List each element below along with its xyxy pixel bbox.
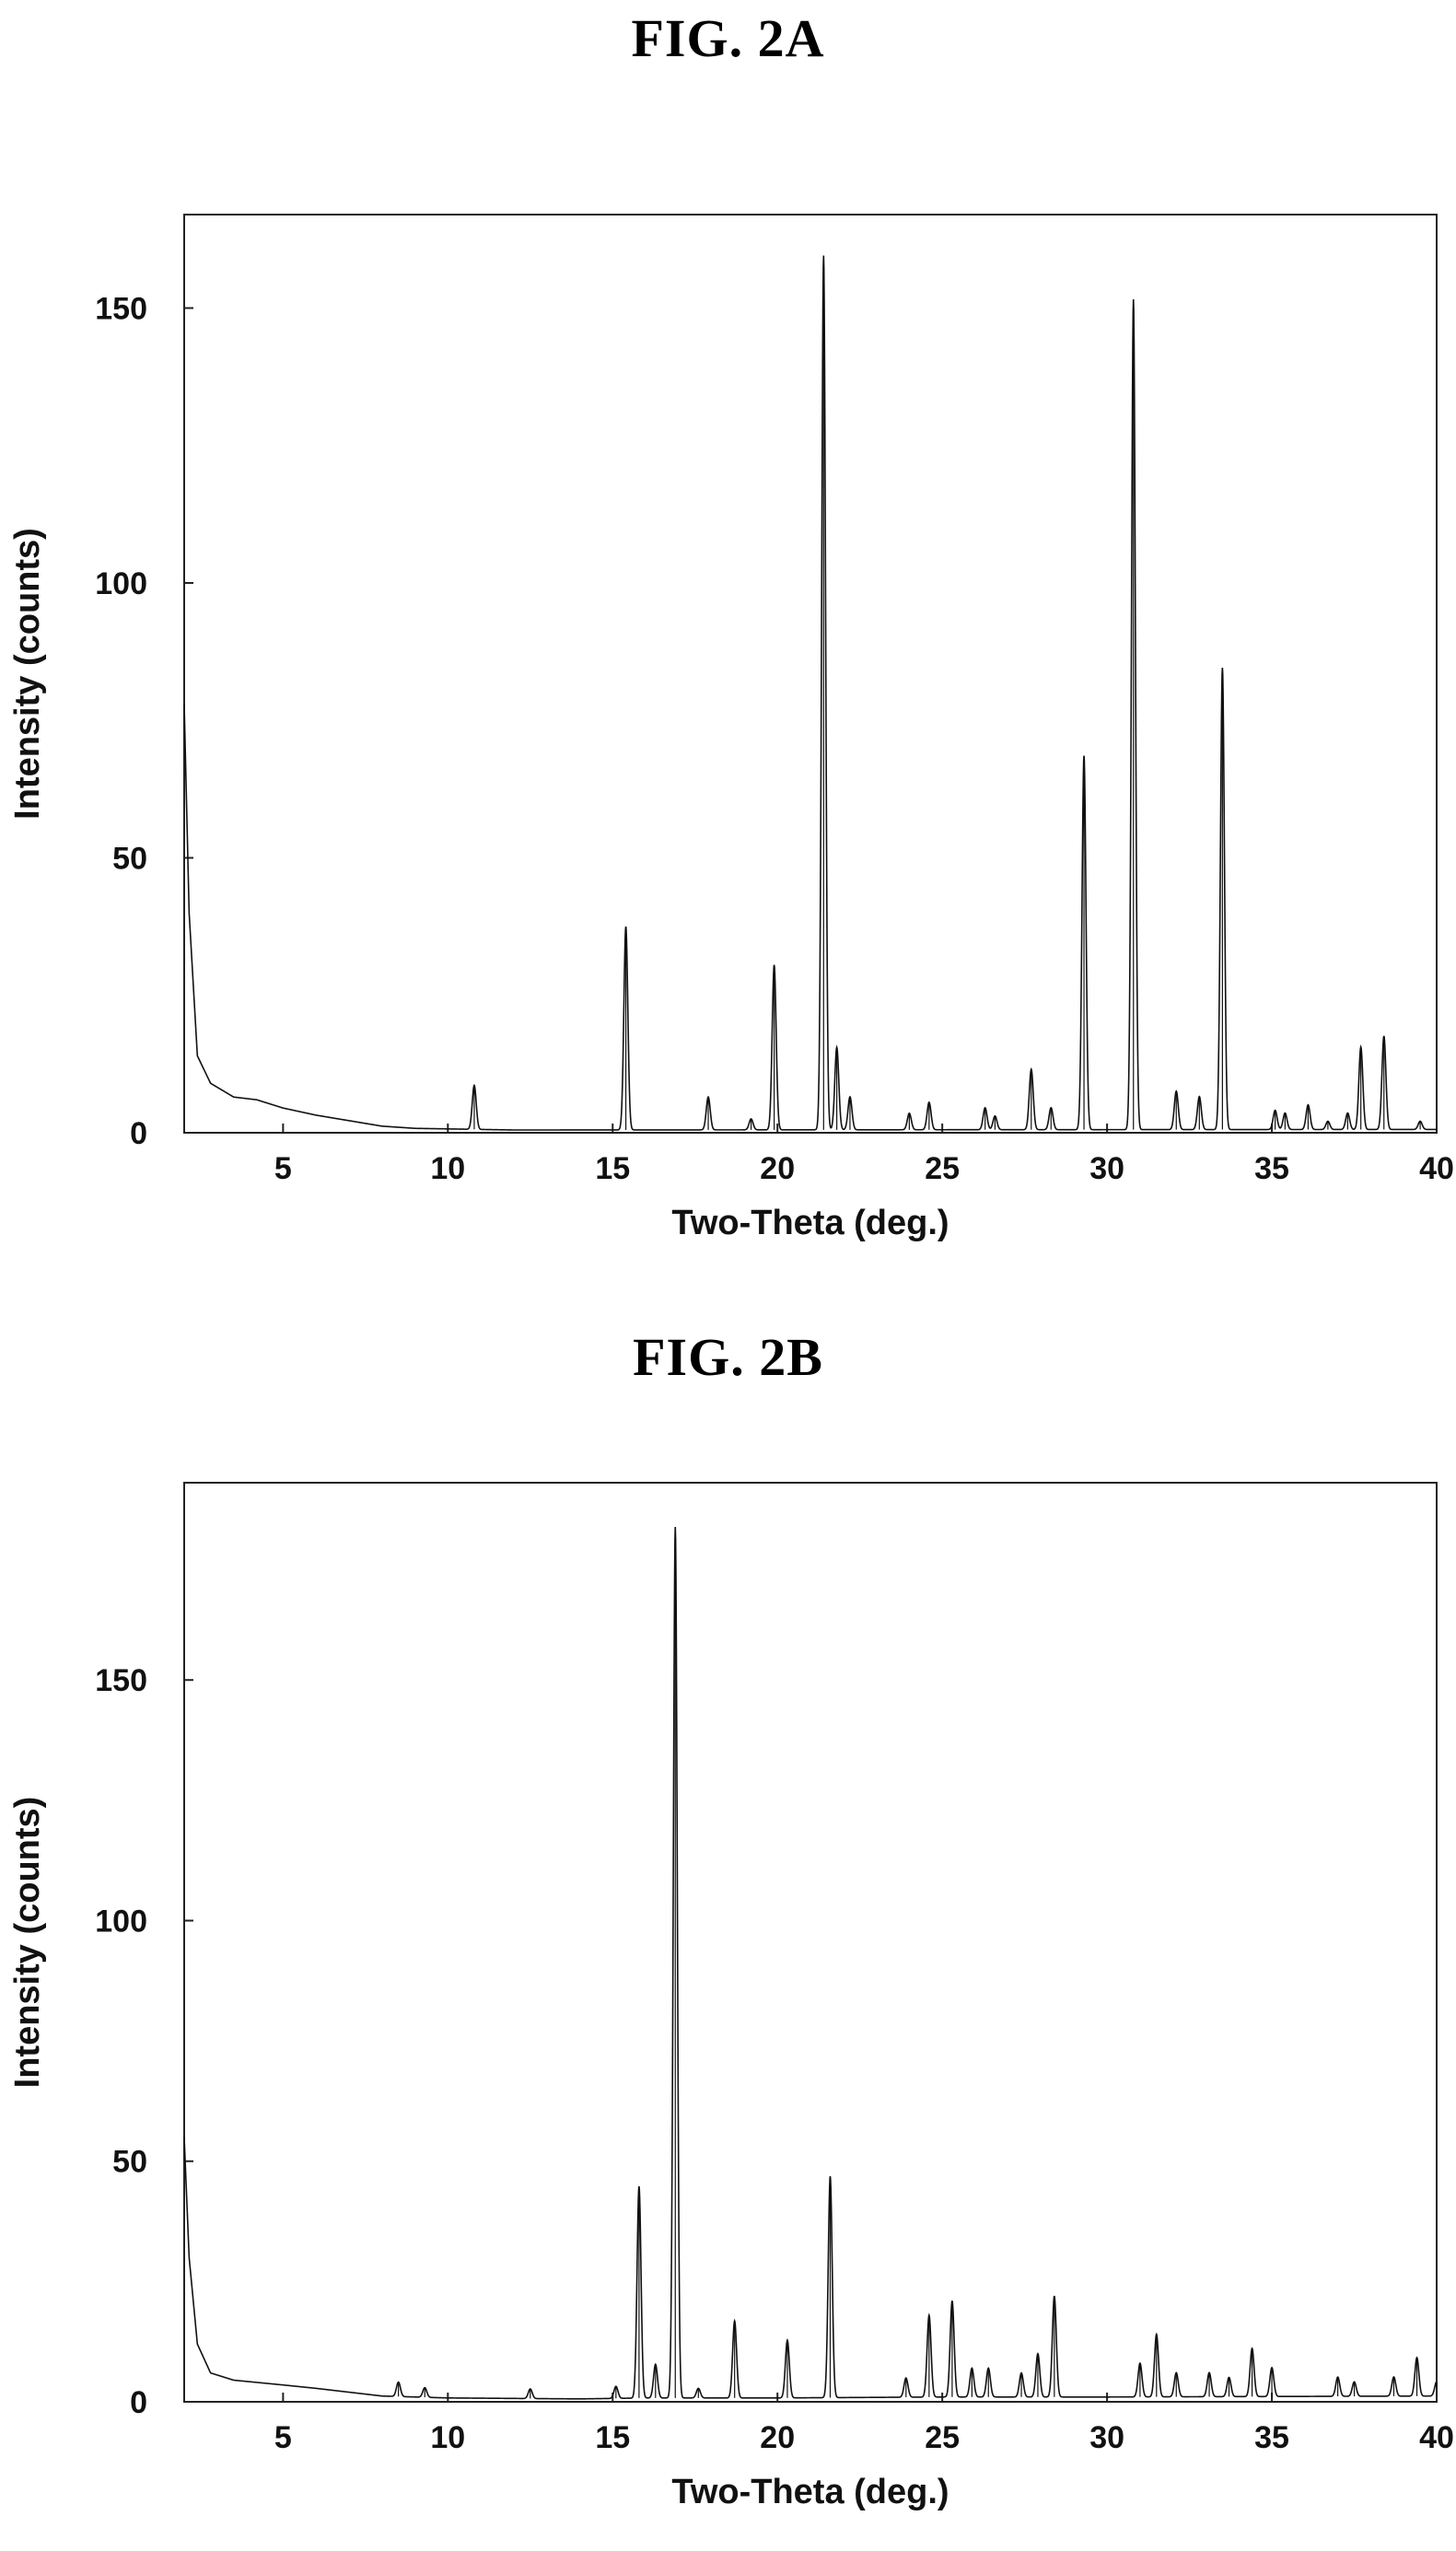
y-axis-label: Intensity (counts) <box>8 1797 47 2089</box>
y-tick-label: 100 <box>95 1904 147 1939</box>
x-tick-label: 40 <box>1419 2420 1454 2455</box>
x-tick-label: 35 <box>1254 2420 1289 2455</box>
plot-frame <box>183 214 1438 1134</box>
x-axis-label: Two-Theta (deg.) <box>671 2473 949 2511</box>
x-tick-label: 15 <box>595 2420 630 2455</box>
x-tick-label: 10 <box>430 1151 465 1186</box>
x-tick-label: 5 <box>274 1151 292 1186</box>
y-tick-label: 50 <box>112 2145 147 2180</box>
y-tick-label: 0 <box>130 2385 147 2420</box>
y-tick-label: 50 <box>112 841 147 876</box>
x-tick-label: 5 <box>274 2420 292 2455</box>
x-tick-label: 30 <box>1089 1151 1124 1186</box>
x-tick-label: 10 <box>430 2420 465 2455</box>
x-tick-label: 15 <box>595 1151 630 1186</box>
plot-frame <box>183 1482 1438 2403</box>
diffraction-trace <box>183 1527 1438 2400</box>
x-tick-label: 25 <box>925 2420 960 2455</box>
figure-title-2a: FIG. 2A <box>631 8 825 68</box>
x-tick-label: 20 <box>760 2420 795 2455</box>
x-tick-label: 35 <box>1254 1151 1289 1186</box>
y-tick-label: 150 <box>95 1663 147 1698</box>
x-axis-label: Two-Theta (deg.) <box>671 1204 949 1242</box>
y-axis-label: Intensity (counts) <box>8 528 47 820</box>
xrd-chart-2a: 5 10 15 20 25 30 35 40 0 50 100 150 Two-Theta (deg.)… <box>8 214 1454 1242</box>
x-tick-label: 20 <box>760 1151 795 1186</box>
diffraction-trace <box>183 255 1437 1131</box>
y-tick-label: 0 <box>130 1116 147 1151</box>
y-tick-label: 150 <box>95 291 147 326</box>
x-tick-label: 25 <box>925 1151 960 1186</box>
figure-title-2b: FIG. 2B <box>633 1327 823 1387</box>
x-tick-label: 30 <box>1089 2420 1124 2455</box>
x-tick-label: 40 <box>1419 1151 1454 1186</box>
y-tick-label: 100 <box>95 566 147 601</box>
